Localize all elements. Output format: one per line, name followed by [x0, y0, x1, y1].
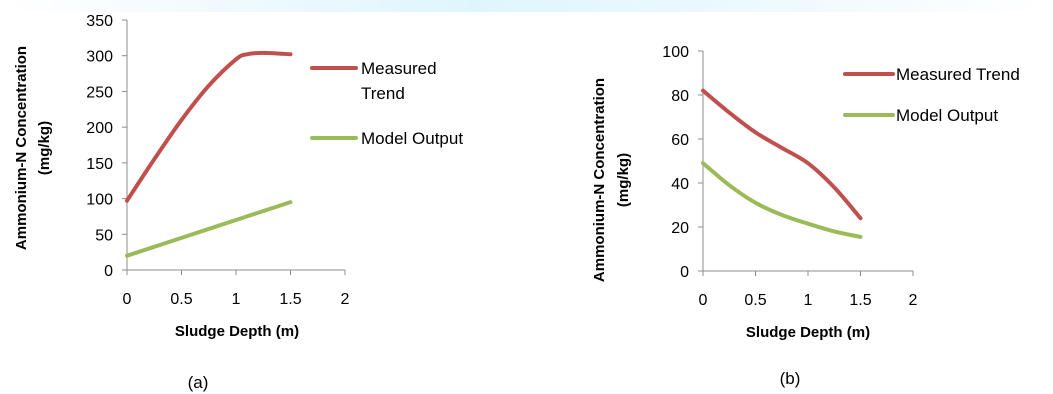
- x-tick-label: 0.5: [170, 291, 192, 308]
- y-tick-label: 60: [671, 132, 689, 149]
- legend-label-measured-trend: Measured: [361, 59, 437, 78]
- header-band: [0, 0, 1053, 12]
- legend-label-measured-trend: Trend: [361, 84, 405, 103]
- x-axis-title: Sludge Depth (m): [746, 324, 870, 341]
- y-axis-title-unit: (mg/kg): [36, 121, 53, 175]
- y-tick-label: 40: [671, 176, 689, 193]
- y-tick-label: 100: [662, 44, 689, 61]
- y-tick-label: 300: [86, 49, 113, 66]
- panel-caption: (a): [188, 373, 209, 392]
- series-line-measured-trend: [125, 50, 293, 203]
- legend-label-model-output: Model Output: [361, 129, 463, 148]
- x-tick-label: 1: [232, 291, 241, 308]
- x-tick-label: 1.5: [279, 291, 301, 308]
- series-line-model-output: [701, 161, 863, 239]
- chart-b: 0 20 40 60 80 100 0 0.5 1 1.5 2 Measured Trend Model…: [591, 44, 1020, 388]
- x-tick-label: 1.5: [849, 292, 871, 309]
- y-tick-label: 0: [680, 264, 689, 281]
- x-tick-label: 0: [699, 292, 708, 309]
- y-tick-label: 50: [95, 227, 113, 244]
- series-line-measured-trend: [701, 88, 863, 221]
- x-tick-label: 1: [804, 292, 813, 309]
- y-tick-label: 150: [86, 156, 113, 173]
- x-tick-label: 0.5: [744, 292, 766, 309]
- panel-caption: (b): [780, 369, 801, 388]
- y-tick-label: 80: [671, 88, 689, 105]
- x-tick-label: 0: [123, 291, 132, 308]
- y-tick-label: 0: [104, 263, 113, 280]
- legend-label-measured-trend: Measured Trend: [896, 65, 1020, 84]
- legend-label-model-output: Model Output: [896, 106, 998, 125]
- y-axis-title: Ammonium-N Concentration: [13, 46, 30, 250]
- y-tick-label: 350: [86, 13, 113, 30]
- x-tick-label: 2: [909, 292, 918, 309]
- y-tick-label: 250: [86, 84, 113, 101]
- y-axis-title: Ammonium-N Concentration: [591, 78, 608, 282]
- chart-a: 0 50 100 150 200 250 300 350 0 0.5 1 1.5 2 Measured Tr…: [13, 13, 463, 392]
- y-tick-label: 100: [86, 192, 113, 209]
- x-axis-title: Sludge Depth (m): [175, 323, 299, 340]
- y-tick-label: 20: [671, 220, 689, 237]
- y-axis-title-unit: (mg/kg): [615, 153, 632, 207]
- x-tick-label: 2: [341, 291, 350, 308]
- y-tick-label: 200: [86, 120, 113, 137]
- series-line-model-output: [125, 200, 293, 258]
